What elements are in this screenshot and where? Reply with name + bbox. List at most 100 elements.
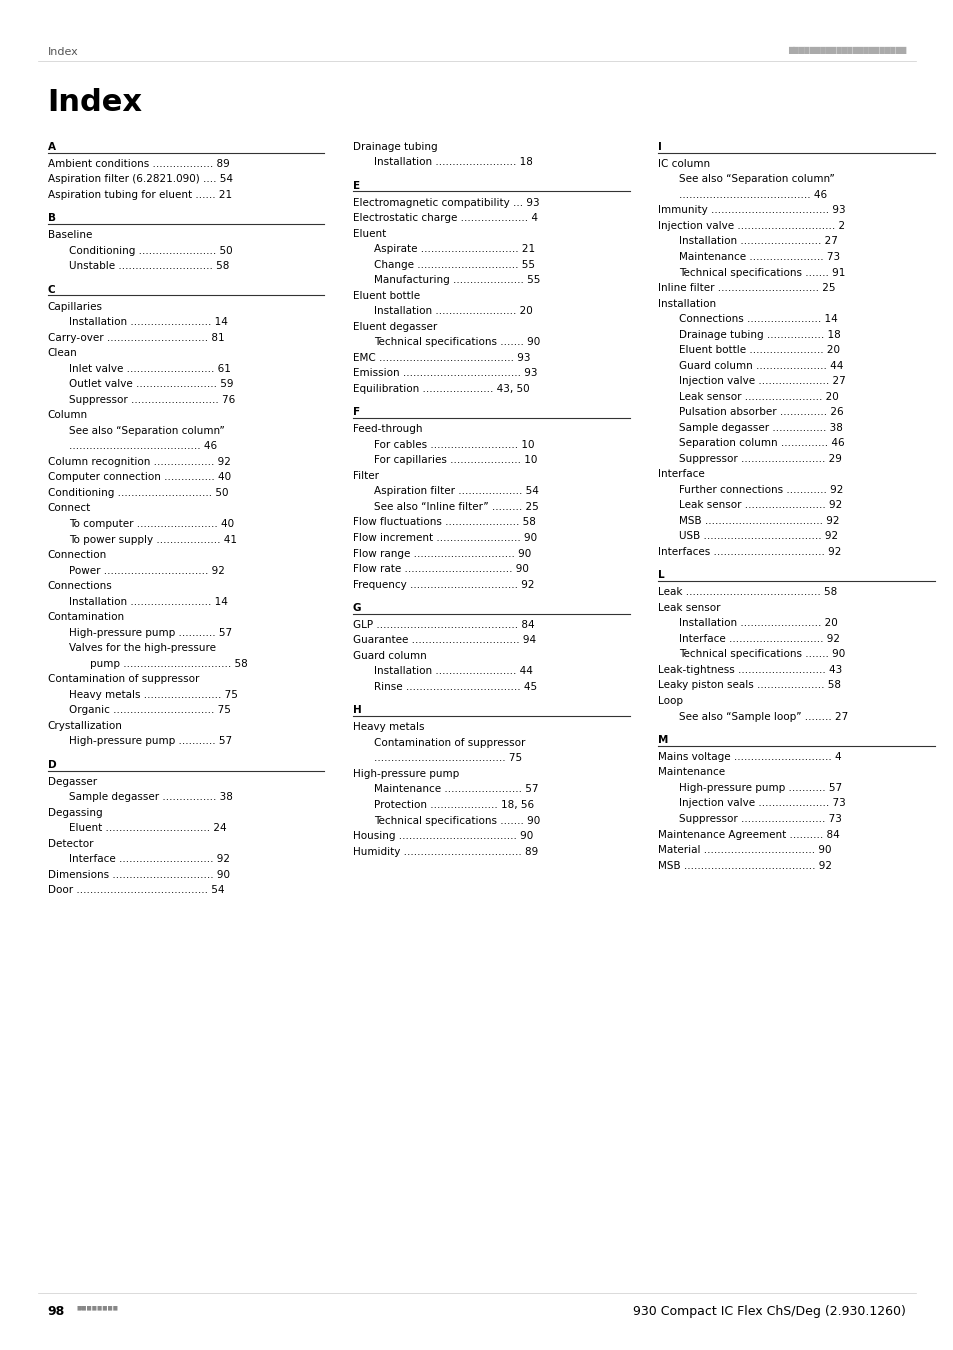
Text: Technical specifications ....... 90: Technical specifications ....... 90 [374, 815, 539, 826]
Text: Connections: Connections [48, 580, 112, 591]
Text: Door ....................................... 54: Door ...................................… [48, 886, 224, 895]
Text: Contamination of suppressor: Contamination of suppressor [374, 738, 525, 748]
Text: Technical specifications ....... 90: Technical specifications ....... 90 [374, 338, 539, 347]
Text: Technical specifications ....... 91: Technical specifications ....... 91 [679, 267, 844, 278]
Text: Drainage tubing ................. 18: Drainage tubing ................. 18 [679, 329, 841, 340]
Text: Filter: Filter [353, 471, 378, 481]
Text: Emission ................................... 93: Emission ...............................… [353, 369, 537, 378]
Text: Injection valve ..................... 27: Injection valve ..................... 27 [679, 377, 845, 386]
Text: G: G [353, 603, 361, 613]
Text: Valves for the high-pressure: Valves for the high-pressure [69, 643, 215, 653]
Text: Organic .............................. 75: Organic .............................. 7… [69, 705, 231, 716]
Text: Contamination: Contamination [48, 612, 125, 622]
Text: Rinse .................................. 45: Rinse ..................................… [374, 682, 537, 693]
Text: I: I [658, 142, 661, 151]
Text: See also “Separation column”: See also “Separation column” [679, 174, 834, 185]
Text: Guarantee ................................ 94: Guarantee ..............................… [353, 636, 536, 645]
Text: E: E [353, 181, 359, 190]
Text: Pulsation absorber .............. 26: Pulsation absorber .............. 26 [679, 408, 843, 417]
Text: Installation ........................ 20: Installation ........................ 20 [374, 306, 532, 316]
Text: Installation ........................ 14: Installation ........................ 14 [69, 317, 228, 327]
Text: L: L [658, 570, 664, 580]
Text: Immunity ................................... 93: Immunity ...............................… [658, 205, 845, 216]
Text: For cables .......................... 10: For cables .......................... 10 [374, 440, 534, 450]
Text: To power supply ................... 41: To power supply ................... 41 [69, 535, 236, 544]
Text: Aspiration tubing for eluent ...... 21: Aspiration tubing for eluent ...... 21 [48, 190, 232, 200]
Text: Carry-over .............................. 81: Carry-over .............................… [48, 332, 224, 343]
Text: Eluent ............................... 24: Eluent ............................... 2… [69, 824, 226, 833]
Text: Maintenance Agreement .......... 84: Maintenance Agreement .......... 84 [658, 829, 840, 840]
Text: Connection: Connection [48, 549, 107, 560]
Text: Degassing: Degassing [48, 807, 102, 818]
Text: Baseline: Baseline [48, 231, 92, 240]
Text: Aspiration filter ................... 54: Aspiration filter ................... 54 [374, 486, 538, 497]
Text: A: A [48, 142, 55, 151]
Text: Injection valve ..................... 73: Injection valve ..................... 73 [679, 798, 845, 809]
Text: Installation ........................ 14: Installation ........................ 14 [69, 597, 228, 606]
Text: To computer ........................ 40: To computer ........................ 40 [69, 518, 233, 529]
Text: See also “Separation column”: See also “Separation column” [69, 425, 224, 436]
Text: Electrostatic charge .................... 4: Electrostatic charge ...................… [353, 213, 537, 223]
Text: Column recognition .................. 92: Column recognition .................. 92 [48, 456, 231, 467]
Text: 930 Compact IC Flex ChS/Deg (2.930.1260): 930 Compact IC Flex ChS/Deg (2.930.1260) [633, 1305, 905, 1319]
Text: Installation ........................ 44: Installation ........................ 44 [374, 667, 533, 676]
Text: Eluent degasser: Eluent degasser [353, 321, 436, 332]
Text: Technical specifications ....... 90: Technical specifications ....... 90 [679, 649, 844, 659]
Text: Interface: Interface [658, 470, 704, 479]
Text: Installation: Installation [658, 298, 716, 309]
Text: Ambient conditions .................. 89: Ambient conditions .................. 89 [48, 159, 230, 169]
Text: Installation ........................ 20: Installation ........................ 20 [679, 618, 837, 628]
Text: D: D [48, 760, 56, 770]
Text: Installation ........................ 18: Installation ........................ 18 [374, 157, 533, 167]
Text: Inlet valve .......................... 61: Inlet valve .......................... 6… [69, 363, 231, 374]
Text: Leak-tightness .......................... 43: Leak-tightness .........................… [658, 666, 841, 675]
Text: Aspiration filter (6.2821.090) .... 54: Aspiration filter (6.2821.090) .... 54 [48, 174, 233, 185]
Text: See also “Sample loop” ........ 27: See also “Sample loop” ........ 27 [679, 711, 847, 721]
Text: Feed-through: Feed-through [353, 424, 422, 435]
Text: Mains voltage ............................. 4: Mains voltage ..........................… [658, 752, 841, 761]
Text: ....................................... 46: ....................................... … [679, 190, 826, 200]
Text: Electromagnetic compatibility ... 93: Electromagnetic compatibility ... 93 [353, 197, 539, 208]
Text: F: F [353, 408, 359, 417]
Text: Interface ............................ 92: Interface ............................ 9… [69, 855, 230, 864]
Text: Equilibration ..................... 43, 50: Equilibration ..................... 43, … [353, 383, 529, 394]
Text: Degasser: Degasser [48, 776, 96, 787]
Text: Flow fluctuations ...................... 58: Flow fluctuations ......................… [353, 517, 536, 528]
Text: High-pressure pump ........... 57: High-pressure pump ........... 57 [69, 628, 232, 637]
Text: Leak sensor: Leak sensor [658, 603, 720, 613]
Text: Maintenance ...................... 73: Maintenance ...................... 73 [679, 252, 840, 262]
Text: Separation column .............. 46: Separation column .............. 46 [679, 439, 844, 448]
Text: Conditioning ............................ 50: Conditioning ...........................… [48, 487, 228, 498]
Text: MSB ....................................... 92: MSB ....................................… [658, 860, 831, 871]
Text: Loop: Loop [658, 697, 682, 706]
Text: Installation ........................ 27: Installation ........................ 27 [679, 236, 838, 247]
Text: Aspirate ............................. 21: Aspirate ............................. 2… [374, 244, 535, 254]
Text: Column: Column [48, 410, 88, 420]
Text: USB ................................... 92: USB ................................... … [679, 532, 838, 541]
Text: Outlet valve ........................ 59: Outlet valve ........................ 59 [69, 379, 233, 389]
Text: For capillaries ..................... 10: For capillaries ..................... 10 [374, 455, 537, 466]
Text: B: B [48, 213, 55, 223]
Text: Connect: Connect [48, 504, 91, 513]
Text: Injection valve ............................. 2: Injection valve ........................… [658, 221, 844, 231]
Text: Contamination of suppressor: Contamination of suppressor [48, 674, 199, 684]
Text: Power ............................... 92: Power ............................... 92 [69, 566, 224, 575]
Text: See also “Inline filter” ......... 25: See also “Inline filter” ......... 25 [374, 502, 538, 512]
Text: Guard column ..................... 44: Guard column ..................... 44 [679, 360, 842, 371]
Text: Eluent bottle: Eluent bottle [353, 290, 419, 301]
Text: IC column: IC column [658, 159, 710, 169]
Text: Unstable ............................ 58: Unstable ............................ 58 [69, 262, 229, 271]
Text: Sample degasser ................ 38: Sample degasser ................ 38 [69, 792, 233, 802]
Text: Maintenance: Maintenance [658, 767, 724, 778]
Text: Material ................................. 90: Material ...............................… [658, 845, 831, 855]
Text: Capillaries: Capillaries [48, 301, 103, 312]
Text: ██████████████████████: ██████████████████████ [787, 47, 905, 54]
Text: Conditioning ....................... 50: Conditioning ....................... 50 [69, 246, 233, 255]
Text: Change .............................. 55: Change .............................. 55 [374, 259, 535, 270]
Text: High-pressure pump: High-pressure pump [353, 769, 458, 779]
Text: Flow range .............................. 90: Flow range .............................… [353, 548, 531, 559]
Text: H: H [353, 705, 361, 716]
Text: Housing ................................... 90: Housing ................................… [353, 832, 533, 841]
Text: Suppressor .......................... 76: Suppressor .......................... 76 [69, 394, 234, 405]
Text: Detector: Detector [48, 838, 93, 849]
